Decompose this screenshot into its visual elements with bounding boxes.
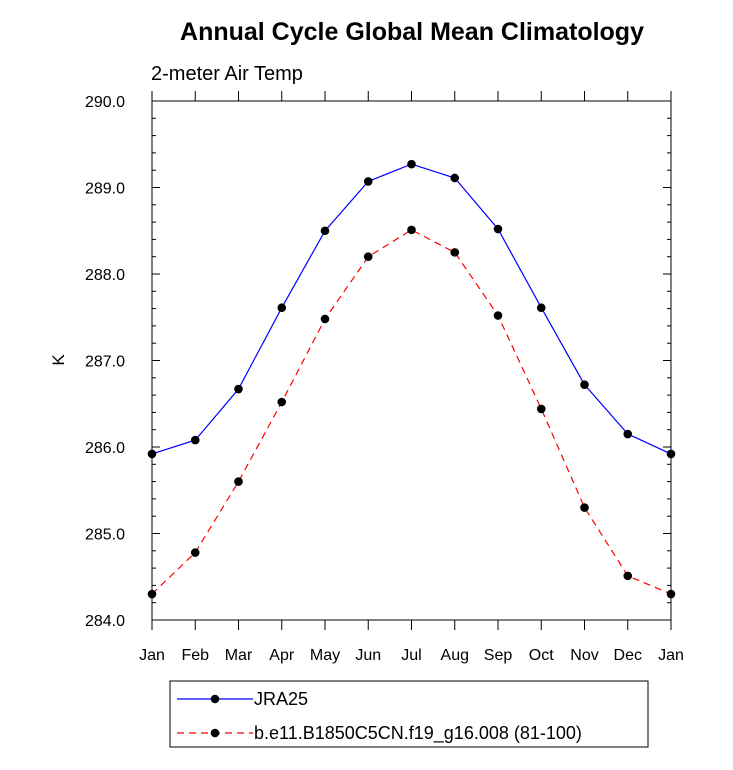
legend-label-jra25: JRA25 [254,689,308,709]
series-1-point [493,311,503,320]
legend-marker-jra25 [210,694,220,704]
x-tick-label: Nov [570,647,598,664]
series-0-point [450,173,460,183]
y-axis-label: K [49,354,68,366]
y-tick-label: 285.0 [85,527,125,544]
chart-subtitle: 2-meter Air Temp [151,63,303,85]
legend-marker-model [210,728,220,738]
x-tick-label: Oct [529,647,554,664]
series-1-point [536,404,546,414]
y-tick-label: 286.0 [85,440,125,457]
y-tick-labels: 284.0 285.0 286.0 287.0 288.0 289.0 290.0 [85,94,125,630]
y-tick-label: 287.0 [85,354,125,371]
x-tick-label: Jul [401,647,421,664]
y-tick-label: 284.0 [85,613,125,630]
series-points [147,159,676,599]
plot-frame [151,100,672,621]
series-1-point [450,248,460,257]
series-1-point [623,571,633,581]
series-line-0 [151,163,672,455]
series-1-point [363,252,373,261]
x-tick-label: Jan [658,647,684,664]
series-0-point [623,429,633,439]
series-1-point [277,397,287,407]
x-tick-label: Sep [484,647,513,664]
y-tick-label: 288.0 [85,267,125,284]
x-tick-label: Dec [614,647,642,664]
axis-ticks [151,91,672,630]
series-0-point [580,380,589,390]
series-line-1 [151,229,672,595]
series-1-point [580,503,589,512]
y-tick-label: 289.0 [85,181,125,198]
series-0-point [277,303,287,313]
series-0-point [493,224,503,234]
x-tick-label: Mar [225,647,253,664]
legend: JRA25 b.e11.B1850C5CN.f19_g16.008 (81-10… [169,680,649,748]
legend-label-model: b.e11.B1850C5CN.f19_g16.008 (81-100) [254,723,582,744]
y-tick-label: 290.0 [85,94,125,111]
series-1-point [407,225,416,235]
series-0-point [320,226,330,236]
series-0-point [363,177,373,186]
x-tick-labels: Jan Feb Mar Apr May Jun Jul Aug Sep Oct Nov Dec Jan [139,647,684,664]
x-tick-label: May [310,647,340,664]
series-0-point [234,384,243,394]
series-0-point [536,303,546,313]
series-1-point [190,548,200,557]
chart-title: Annual Cycle Global Mean Climatology [180,18,644,46]
x-tick-label: Apr [269,647,295,664]
series-1-point [234,477,243,486]
series-0-point [190,435,200,445]
x-tick-label: Jun [355,647,381,664]
x-tick-label: Aug [441,647,469,664]
x-tick-label: Jan [139,647,165,664]
series-1-point [320,314,330,324]
x-tick-label: Feb [181,647,209,664]
legend-box [169,680,649,748]
series-0-point [407,159,416,169]
